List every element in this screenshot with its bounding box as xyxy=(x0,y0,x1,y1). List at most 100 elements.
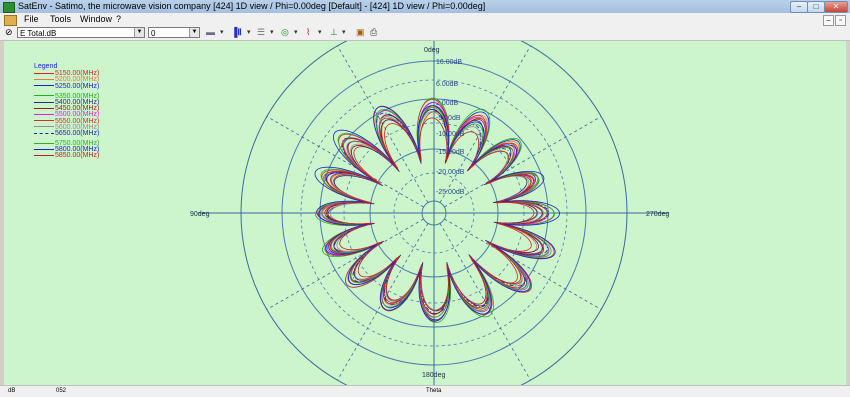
pattern-curve-11 xyxy=(314,105,560,322)
toolbar: ⊘ E Total.dB ▼ 0 ▼ ▬ ▾ ▐Ⅱ ▾ ☰ ▾ ◎ ▾ ⌇ ▾ … xyxy=(0,26,850,41)
dropdown-icon[interactable]: ▾ xyxy=(318,29,322,36)
chevron-down-icon: ▼ xyxy=(189,28,199,37)
legend-entry: 5600.00(MHz) xyxy=(34,123,100,131)
pattern-curve-12 xyxy=(324,117,548,312)
field-select[interactable]: E Total.dB ▼ xyxy=(17,27,145,38)
dropdown-icon[interactable]: ▾ xyxy=(247,29,251,36)
child-restore-button[interactable]: – xyxy=(823,15,834,26)
legend-label: 5750.00(MHz) xyxy=(55,140,100,148)
menu-file[interactable]: File xyxy=(24,14,39,24)
chevron-down-icon: ▼ xyxy=(134,28,144,37)
polar-plot-area: Legend 5150.00(MHz) 5200.00(MHz) 5250.00(M… xyxy=(4,41,846,385)
legend-entry: 5550.00(MHz) xyxy=(34,117,100,125)
legend-entry: 5350.00(MHz) xyxy=(34,92,100,100)
dropdown-icon[interactable]: ▾ xyxy=(270,29,274,36)
legend: Legend 5150.00(MHz) 5200.00(MHz) 5250.00(M… xyxy=(34,63,100,160)
r-tick-label: -10.00dB xyxy=(436,131,465,138)
legend-entry: 5250.00(MHz) xyxy=(34,83,99,90)
grid-spoke xyxy=(266,116,424,208)
polar-labels: 16.00dB 6.00dB 2.00dB -5.00dB -10.00dB -15.00… xyxy=(190,47,669,379)
dropdown-icon[interactable]: ▾ xyxy=(294,29,298,36)
axis-icon[interactable]: ⊥ xyxy=(330,27,338,37)
child-close-button[interactable]: ▫ xyxy=(835,15,846,26)
legend-label: 5150.00(MHz) xyxy=(55,70,100,78)
legend-swatch xyxy=(34,72,54,74)
minimize-button[interactable]: – xyxy=(790,1,808,13)
legend-entries: 5150.00(MHz) 5200.00(MHz) 5250.00(MHz) 5350… xyxy=(34,70,100,160)
unlink-icon[interactable]: ⊘ xyxy=(5,27,13,37)
grid-spoke xyxy=(439,223,531,381)
legend-label: 5400.00(MHz) xyxy=(55,98,100,106)
legend-swatch xyxy=(34,101,54,103)
legend-label: 5600.00(MHz) xyxy=(55,123,100,131)
legend-label: 5850.00(MHz) xyxy=(55,152,100,160)
legend-label: 5550.00(MHz) xyxy=(55,117,100,125)
legend-title: Legend xyxy=(34,63,58,70)
status-axis: Theta xyxy=(426,388,442,394)
legend-swatch xyxy=(34,107,54,109)
legend-swatch xyxy=(34,155,54,157)
legend-swatch xyxy=(34,126,54,128)
r-tick-label: -25.00dB xyxy=(436,189,465,196)
r-tick-label: 6.00dB xyxy=(436,81,459,88)
r-tick-label: -20.00dB xyxy=(436,169,465,176)
legend-label: 5350.00(MHz) xyxy=(55,92,100,100)
grid-spoke xyxy=(444,218,602,310)
angle-label-left: 90deg xyxy=(190,211,210,218)
chart-type-icon[interactable]: ▐Ⅱ xyxy=(231,27,242,37)
legend-swatch xyxy=(34,148,54,150)
r-tick-label: -15.00dB xyxy=(436,149,465,156)
curve-icon[interactable]: ⌇ xyxy=(306,27,311,37)
table-icon[interactable]: ☰ xyxy=(257,27,266,37)
menu-tools[interactable]: Tools xyxy=(50,14,72,24)
window-title: SatEnv - Satimo, the microwave vision co… xyxy=(18,1,486,11)
polar-view-icon[interactable]: ◎ xyxy=(281,27,289,37)
pattern-curve-7 xyxy=(317,99,555,321)
index-select-value: 0 xyxy=(151,29,156,38)
legend-entry: 5650.00(MHz) xyxy=(34,129,100,137)
status-bar: dB 052 Theta xyxy=(0,385,850,397)
field-select-value: E Total.dB xyxy=(20,29,57,38)
grid-spoke xyxy=(266,218,424,310)
grid-spoke xyxy=(444,116,602,208)
legend-entry: 5500.00(MHz) xyxy=(34,111,100,119)
app-icon xyxy=(3,2,15,13)
legend-swatch xyxy=(34,113,54,115)
maximize-button[interactable]: □ xyxy=(807,1,825,13)
legend-entry: 5750.00(MHz) xyxy=(34,140,100,148)
menu-bar: File Tools Window ? – ▫ xyxy=(0,13,850,26)
document-icon[interactable] xyxy=(4,15,17,26)
r-tick-label: 2.00dB xyxy=(436,100,459,107)
legend-swatch xyxy=(34,132,54,134)
dropdown-icon[interactable]: ▾ xyxy=(220,29,224,36)
copy-icon[interactable]: ▣ xyxy=(356,27,365,37)
pattern-curve-8 xyxy=(329,111,545,311)
status-unit: dB xyxy=(8,388,16,394)
legend-swatch xyxy=(34,79,54,81)
r-tick-label: 16.00dB xyxy=(436,59,462,66)
dropdown-icon[interactable]: ▾ xyxy=(342,29,346,36)
legend-entry: 5150.00(MHz) xyxy=(34,70,100,78)
r-tick-label: -5.00dB xyxy=(436,115,461,122)
menu-help[interactable]: ? xyxy=(116,14,122,24)
index-select[interactable]: 0 ▼ xyxy=(148,27,200,38)
legend-swatch xyxy=(34,142,54,144)
legend-swatch xyxy=(34,85,54,87)
title-bar: SatEnv - Satimo, the microwave vision co… xyxy=(0,0,850,13)
child-window-buttons: – ▫ xyxy=(822,14,846,26)
pattern-curves xyxy=(314,97,560,323)
polar-grid xyxy=(199,41,669,385)
legend-label: 5500.00(MHz) xyxy=(55,111,100,119)
close-button[interactable]: ✕ xyxy=(824,1,848,13)
menu-window[interactable]: Window xyxy=(80,14,113,24)
view-button-icon[interactable]: ▬ xyxy=(206,27,215,37)
legend-entry: 5400.00(MHz) xyxy=(34,98,100,106)
status-value: 052 xyxy=(56,388,67,394)
legend-entry: 5850.00(MHz) xyxy=(34,152,100,160)
legend-label: 5200.00(MHz) xyxy=(55,76,100,84)
legend-label: 5450.00(MHz) xyxy=(55,105,100,113)
legend-label: 5650.00(MHz) xyxy=(55,129,100,137)
print-icon[interactable]: ⎙ xyxy=(370,27,378,37)
legend-label: 5800.00(MHz) xyxy=(55,146,100,154)
pattern-curve-10 xyxy=(320,107,555,318)
